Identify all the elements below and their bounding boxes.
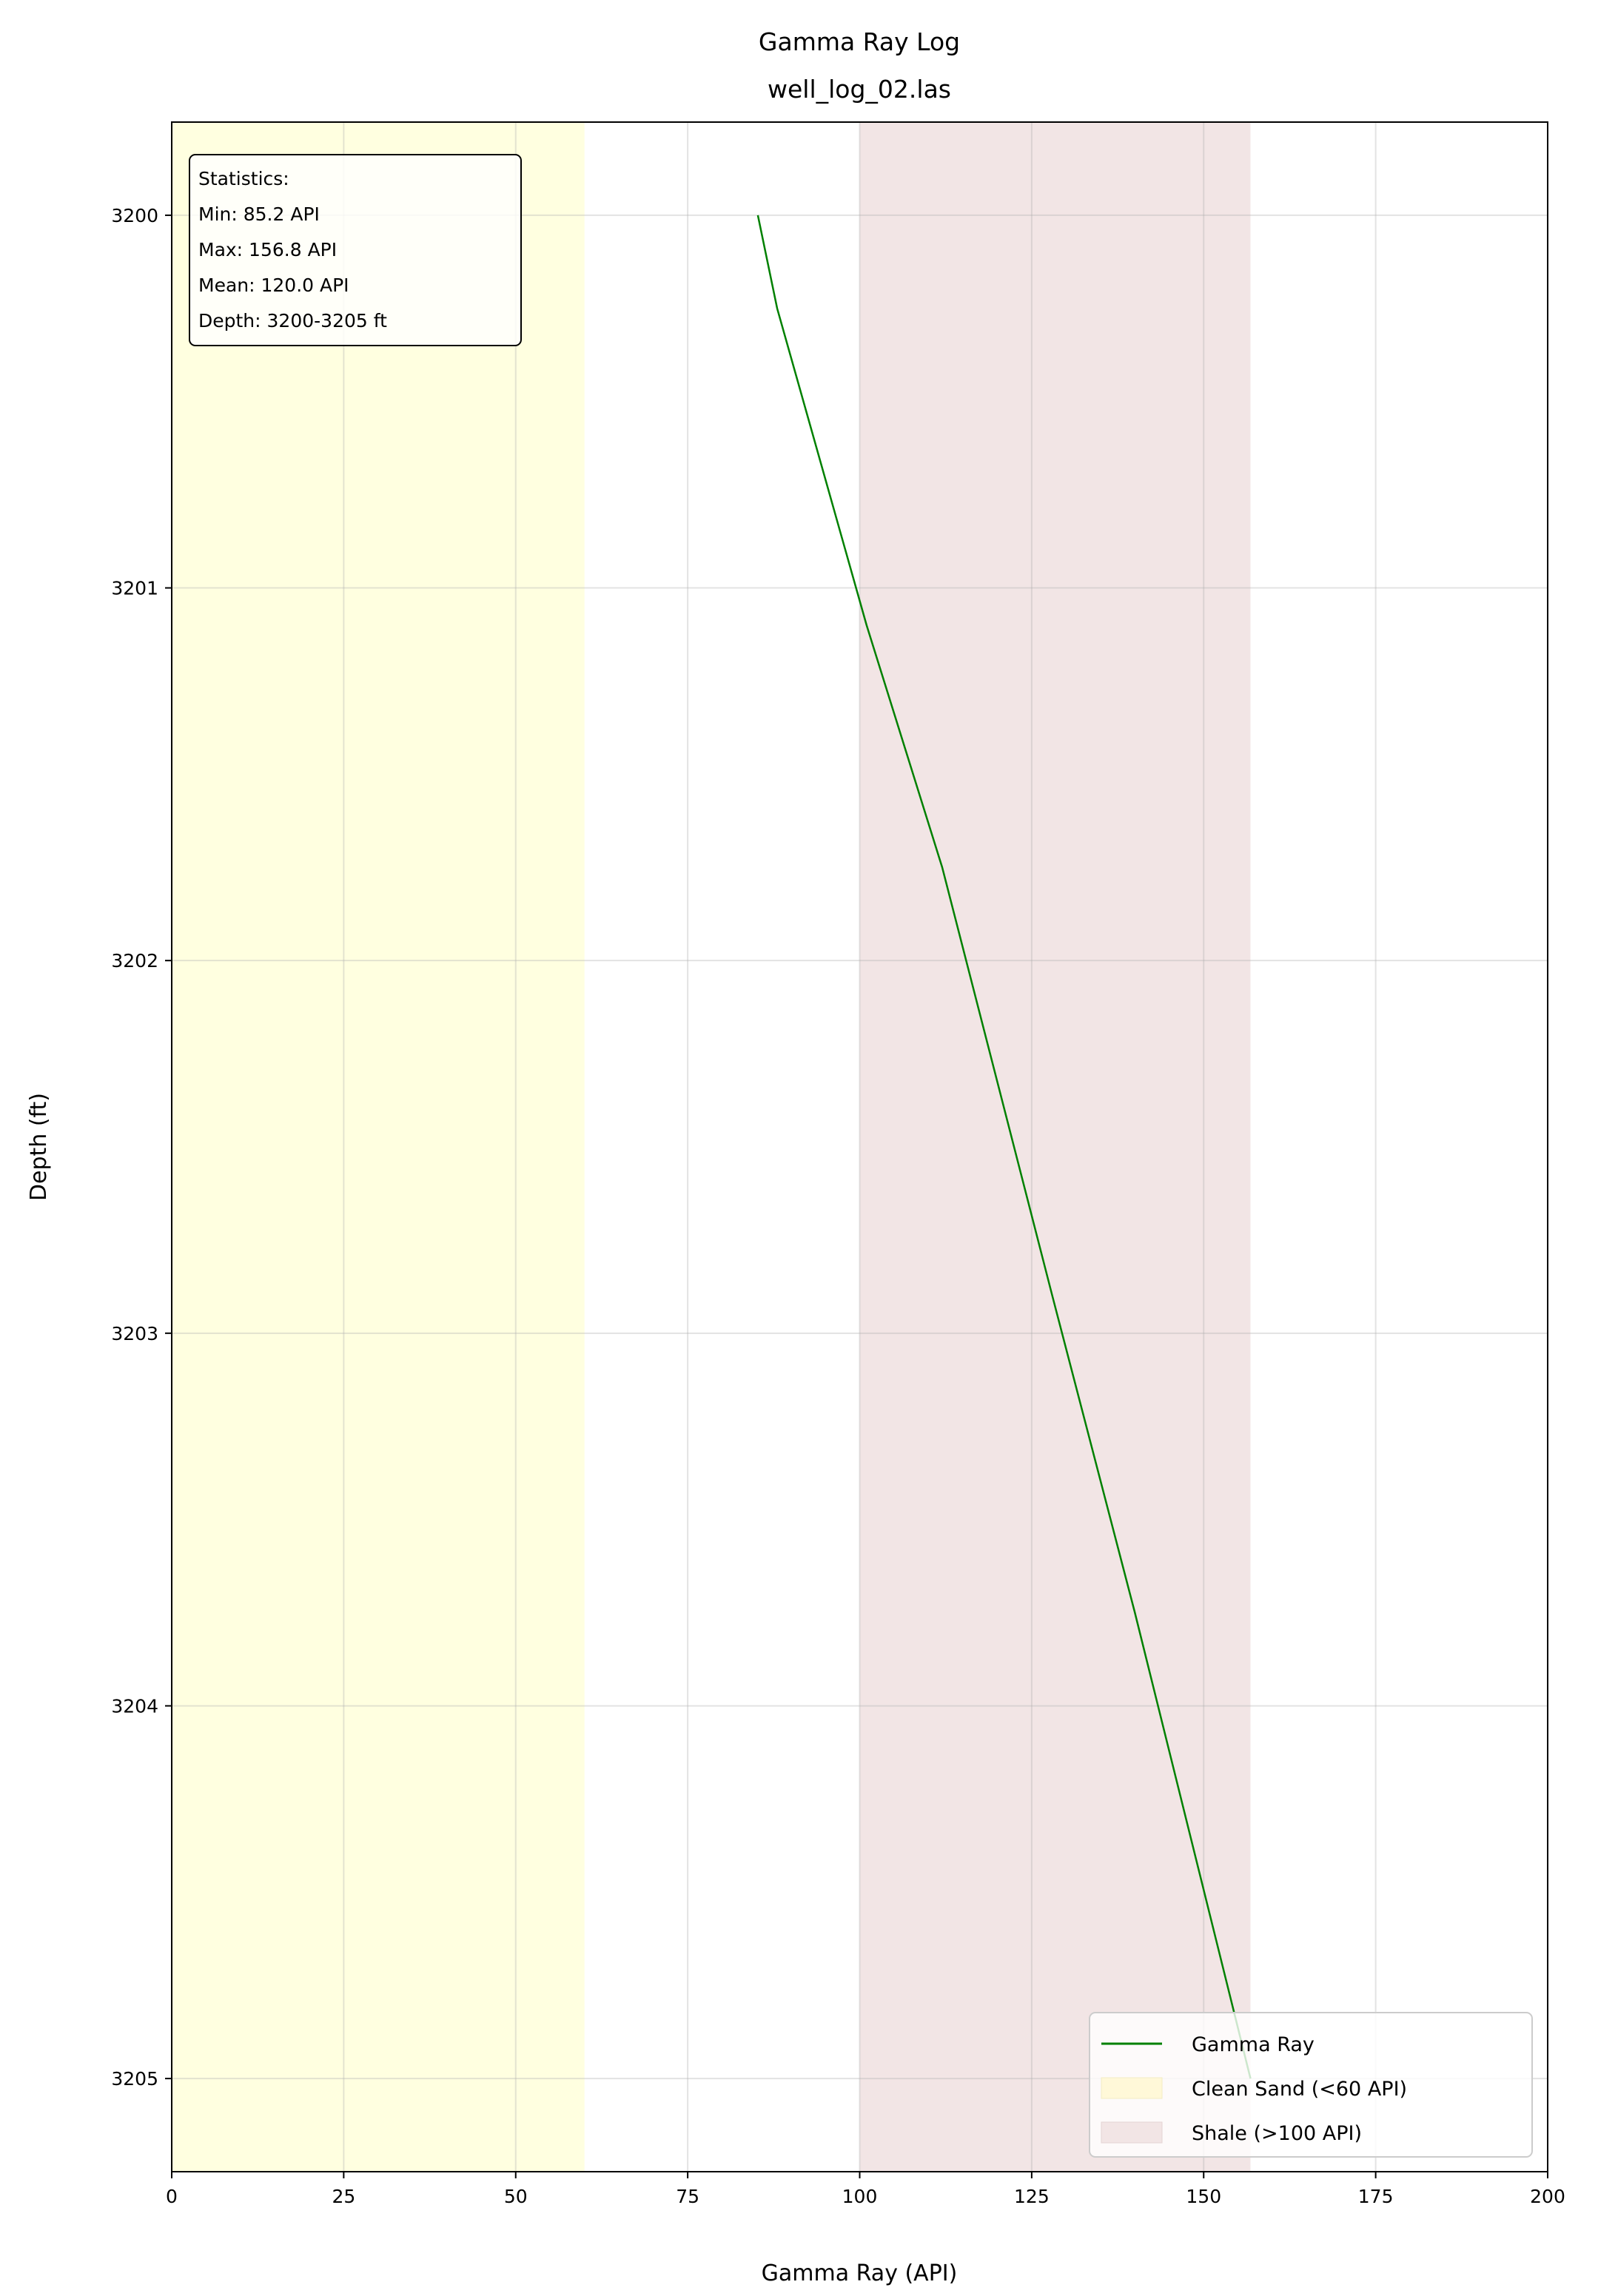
- clean-sand-band: [172, 122, 585, 2172]
- shale-band: [859, 122, 1251, 2172]
- statistics-line: Statistics:: [198, 168, 289, 189]
- chart-subtitle: well_log_02.las: [768, 75, 951, 104]
- x-tick-label: 75: [676, 2186, 699, 2207]
- legend-swatch-clean-sand: [1101, 2077, 1163, 2099]
- legend: Gamma Ray Clean Sand (<60 API) Shale (>1…: [1089, 2012, 1533, 2158]
- legend-frame: [1089, 2012, 1533, 2158]
- statistics-box-frame: [189, 154, 522, 346]
- legend-label-clean-sand: Clean Sand (<60 API): [1192, 2078, 1407, 2101]
- chart-title: Gamma Ray Log: [759, 27, 960, 56]
- x-tick-label: 100: [842, 2186, 878, 2207]
- legend-label-shale: Shale (>100 API): [1192, 2122, 1362, 2145]
- legend-label-gamma-ray: Gamma Ray: [1192, 2033, 1315, 2056]
- ticks-layer: 0 25 50 75 100 125 150 175 200 3200 3201 3202 3203 32…: [111, 205, 1565, 2207]
- x-tick-label: 0: [166, 2186, 178, 2207]
- statistics-line: Max: 156.8 API: [198, 239, 337, 260]
- x-tick-label: 200: [1530, 2186, 1565, 2207]
- x-tick-label: 125: [1014, 2186, 1050, 2207]
- gamma-ray-line: [756, 215, 1252, 2079]
- y-tick-label: 3201: [111, 578, 158, 599]
- legend-swatch-shale: [1101, 2121, 1163, 2144]
- x-tick-label: 25: [332, 2186, 355, 2207]
- bands-layer: [172, 122, 1251, 2172]
- x-tick-label: 175: [1358, 2186, 1394, 2207]
- statistics-line: Mean: 120.0 API: [198, 275, 349, 296]
- x-axis-label: Gamma Ray (API): [762, 2260, 958, 2286]
- y-tick-label: 3200: [111, 205, 158, 226]
- x-tick-label: 150: [1186, 2186, 1221, 2207]
- statistics-box: Statistics: Min: 85.2 API Max: 156.8 API…: [189, 154, 522, 346]
- x-tick-label: 50: [504, 2186, 528, 2207]
- y-tick-label: 3202: [111, 950, 158, 972]
- y-tick-label: 3205: [111, 2068, 158, 2090]
- y-tick-label: 3203: [111, 1323, 158, 1344]
- y-tick-label: 3204: [111, 1695, 158, 1717]
- series-layer: [756, 215, 1252, 2079]
- y-axis-label: Depth (ft): [26, 1093, 52, 1201]
- statistics-line: Depth: 3200-3205 ft: [198, 310, 387, 331]
- statistics-line: Min: 85.2 API: [198, 203, 320, 225]
